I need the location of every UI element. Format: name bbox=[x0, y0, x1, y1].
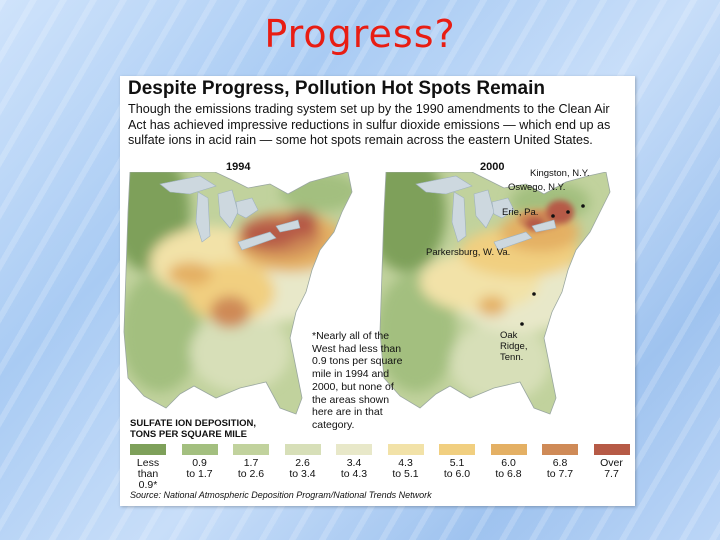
legend-label: 4.3 to 5.1 bbox=[388, 458, 424, 480]
legend-swatch bbox=[439, 444, 475, 455]
label-oswego: Oswego, N.Y. bbox=[508, 182, 566, 193]
legend-label-line2: to 2.6 bbox=[237, 468, 265, 480]
legend-label-line1: 1.7 bbox=[243, 457, 259, 469]
legend-label-line1: 5.1 bbox=[449, 457, 465, 469]
legend-swatch bbox=[284, 444, 321, 455]
legend-title: SULFATE ION DEPOSITION, TONS PER SQUARE … bbox=[130, 418, 256, 440]
legend-item: 4.3 to 5.1 bbox=[387, 444, 424, 480]
legend-title-line1: SULFATE ION DEPOSITION, bbox=[130, 418, 256, 429]
legend-swatch bbox=[593, 444, 630, 455]
figure-subtitle: Though the emissions trading system set … bbox=[128, 102, 611, 147]
legend: Less than 0.9* 0.9 to 1.7 1.7 to 2.6 2.6 to 3.4… bbox=[130, 444, 630, 491]
legend-label-line2: to 6.0 bbox=[443, 468, 471, 480]
label-parkersburg: Parkersburg, W. Va. bbox=[426, 247, 511, 258]
legend-label-line1: 2.6 bbox=[295, 457, 310, 469]
legend-item: 2.6 to 3.4 bbox=[284, 444, 321, 480]
map-1994-year: 1994 bbox=[226, 161, 251, 173]
legend-label: 0.9 to 1.7 bbox=[182, 458, 218, 480]
legend-label-line1: Less bbox=[136, 457, 160, 469]
legend-label-line1: Over bbox=[600, 457, 623, 469]
marker-oak-ridge bbox=[532, 292, 536, 296]
figure-panel: Despite Progress, Pollution Hot Spots Re… bbox=[120, 76, 635, 506]
legend-item: Over 7.7 bbox=[593, 444, 630, 480]
legend-label-line2: to 7.7 bbox=[546, 468, 574, 480]
legend-label: Less than 0.9* bbox=[130, 458, 166, 491]
west-footnote: *Nearly all of the West had less than 0.… bbox=[312, 330, 403, 431]
marker-parkersburg bbox=[520, 322, 524, 326]
legend-label: 2.6 to 3.4 bbox=[285, 458, 321, 480]
legend-item: 3.4 to 4.3 bbox=[336, 444, 372, 480]
label-erie: Erie, Pa. bbox=[502, 207, 539, 218]
legend-item: 0.9 to 1.7 bbox=[181, 444, 218, 480]
legend-label: Over 7.7 bbox=[594, 458, 630, 480]
legend-label: 6.0 to 6.8 bbox=[491, 458, 527, 480]
legend-label-line1: 4.3 bbox=[398, 457, 413, 469]
legend-label-line1: 0.9 bbox=[192, 457, 207, 469]
legend-label-line1: 3.4 bbox=[346, 457, 362, 469]
legend-label-line2: to 3.4 bbox=[289, 468, 316, 480]
legend-swatch bbox=[542, 444, 578, 455]
legend-item: 6.8 to 7.7 bbox=[542, 444, 578, 480]
legend-title-line2: TONS PER SQUARE MILE bbox=[130, 429, 248, 440]
deposition-maps bbox=[123, 172, 611, 415]
legend-label-line2: than 0.9* bbox=[137, 468, 159, 491]
legend-swatch bbox=[387, 444, 424, 455]
marker-erie bbox=[551, 214, 555, 218]
legend-label: 6.8 to 7.7 bbox=[542, 458, 578, 480]
legend-swatch bbox=[490, 444, 527, 455]
legend-swatch bbox=[233, 444, 269, 455]
marker-kingston bbox=[581, 204, 585, 208]
legend-swatch bbox=[336, 444, 372, 455]
legend-label: 3.4 to 4.3 bbox=[336, 458, 372, 480]
label-oak-ridge-2: Ridge, bbox=[500, 341, 528, 352]
map-2000-year: 2000 bbox=[480, 161, 505, 173]
label-oak-ridge-3: Tenn. bbox=[500, 352, 524, 363]
legend-label-line2: to 1.7 bbox=[186, 468, 213, 480]
label-oak-ridge-1: Oak bbox=[500, 330, 518, 341]
legend-label: 5.1 to 6.0 bbox=[439, 458, 475, 480]
figure-title: Despite Progress, Pollution Hot Spots Re… bbox=[128, 78, 546, 99]
legend-label-line2: to 4.3 bbox=[340, 468, 368, 480]
legend-swatch bbox=[181, 444, 218, 455]
slide-title: Progress? bbox=[264, 12, 456, 56]
legend-item: Less than 0.9* bbox=[130, 444, 166, 491]
marker-oswego bbox=[566, 210, 570, 214]
legend-label-line2: 7.7 bbox=[604, 468, 619, 480]
label-kingston: Kingston, N.Y. bbox=[530, 168, 590, 179]
legend-item: 6.0 to 6.8 bbox=[490, 444, 527, 480]
legend-swatch bbox=[130, 444, 166, 455]
legend-label-line2: to 6.8 bbox=[495, 468, 522, 480]
legend-item: 5.1 to 6.0 bbox=[439, 444, 475, 480]
legend-item: 1.7 to 2.6 bbox=[233, 444, 269, 480]
legend-label: 1.7 to 2.6 bbox=[233, 458, 269, 480]
legend-label-line1: 6.8 bbox=[552, 457, 568, 469]
legend-label-line2: to 5.1 bbox=[392, 468, 419, 480]
legend-label-line1: 6.0 bbox=[501, 457, 516, 469]
source-note: Source: National Atmospheric Deposition … bbox=[130, 490, 432, 500]
